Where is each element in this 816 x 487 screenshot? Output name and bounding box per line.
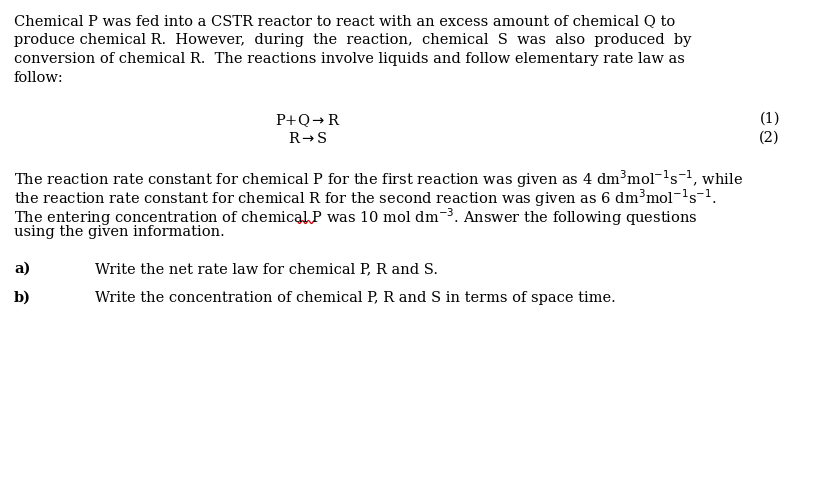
Text: a): a)	[14, 262, 30, 276]
Text: Write the concentration of chemical P, R and S in terms of space time.: Write the concentration of chemical P, R…	[95, 291, 616, 305]
Text: the reaction rate constant for chemical R for the second reaction was given as 6: the reaction rate constant for chemical …	[14, 187, 716, 209]
Text: produce chemical R.  However,  during  the  reaction,  chemical  S  was  also  p: produce chemical R. However, during the …	[14, 33, 691, 47]
Text: P+Q$\rightarrow$R: P+Q$\rightarrow$R	[275, 112, 340, 129]
Text: follow:: follow:	[14, 71, 64, 85]
Text: using the given information.: using the given information.	[14, 225, 224, 239]
Text: The reaction rate constant for chemical P for the first reaction was given as 4 : The reaction rate constant for chemical …	[14, 168, 743, 190]
Text: conversion of chemical R.  The reactions involve liquids and follow elementary r: conversion of chemical R. The reactions …	[14, 52, 685, 66]
Text: (2): (2)	[760, 131, 780, 145]
Text: R$\rightarrow$S: R$\rightarrow$S	[288, 131, 328, 146]
Text: The entering concentration of chemical P was 10 mol dm$^{-3}$. Answer the follow: The entering concentration of chemical P…	[14, 206, 698, 228]
Text: b): b)	[14, 291, 31, 305]
Text: (1): (1)	[760, 112, 780, 126]
Text: Chemical P was fed into a CSTR reactor to react with an excess amount of chemica: Chemical P was fed into a CSTR reactor t…	[14, 14, 676, 28]
Text: Write the net rate law for chemical P, R and S.: Write the net rate law for chemical P, R…	[95, 262, 438, 276]
